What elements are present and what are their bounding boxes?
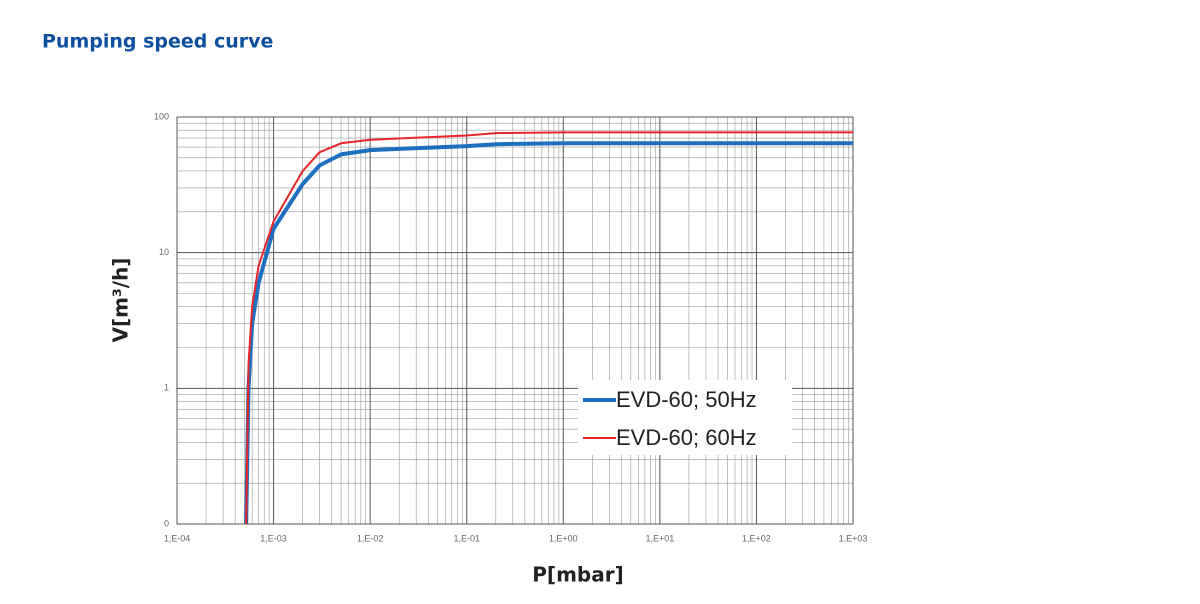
- y-tick-label: 1: [164, 383, 169, 393]
- y-tick-label: 0: [164, 518, 169, 528]
- data-line: [245, 131, 853, 525]
- x-tick-label: 1,E-03: [260, 533, 287, 543]
- x-tick-label: 1,E+02: [742, 533, 771, 543]
- x-tick-label: 1,E+00: [549, 533, 578, 543]
- chart-title: Pumping speed curve: [42, 31, 273, 53]
- legend-box: [578, 380, 792, 455]
- x-tick-label: 1,E+01: [645, 533, 674, 543]
- x-tick-label: 1,E-04: [164, 533, 191, 543]
- x-tick-label: 1,E-02: [357, 533, 384, 543]
- legend-label: EVD-60; 60Hz: [616, 425, 757, 450]
- y-axis-label: V[m³/h]: [109, 258, 133, 343]
- plot-background: [176, 116, 854, 525]
- x-tick-label: 1,E-01: [453, 533, 480, 543]
- plot: [244, 131, 853, 525]
- x-axis-label: P[mbar]: [532, 563, 623, 587]
- grid: 1,E-04 1,E-03 1,E-02 1,E-01 1,E+00 1,E+01 1,E+…: [154, 111, 867, 543]
- data-line: [244, 141, 853, 525]
- y-tick-label: 10: [159, 247, 169, 257]
- y-tick-label: 100: [154, 111, 169, 121]
- legend-label: EVD-60; 50Hz: [616, 387, 757, 412]
- x-tick-label: 1,E+03: [839, 533, 868, 543]
- legend: EVD-60; 50Hz EVD-60; 60Hz: [578, 380, 792, 455]
